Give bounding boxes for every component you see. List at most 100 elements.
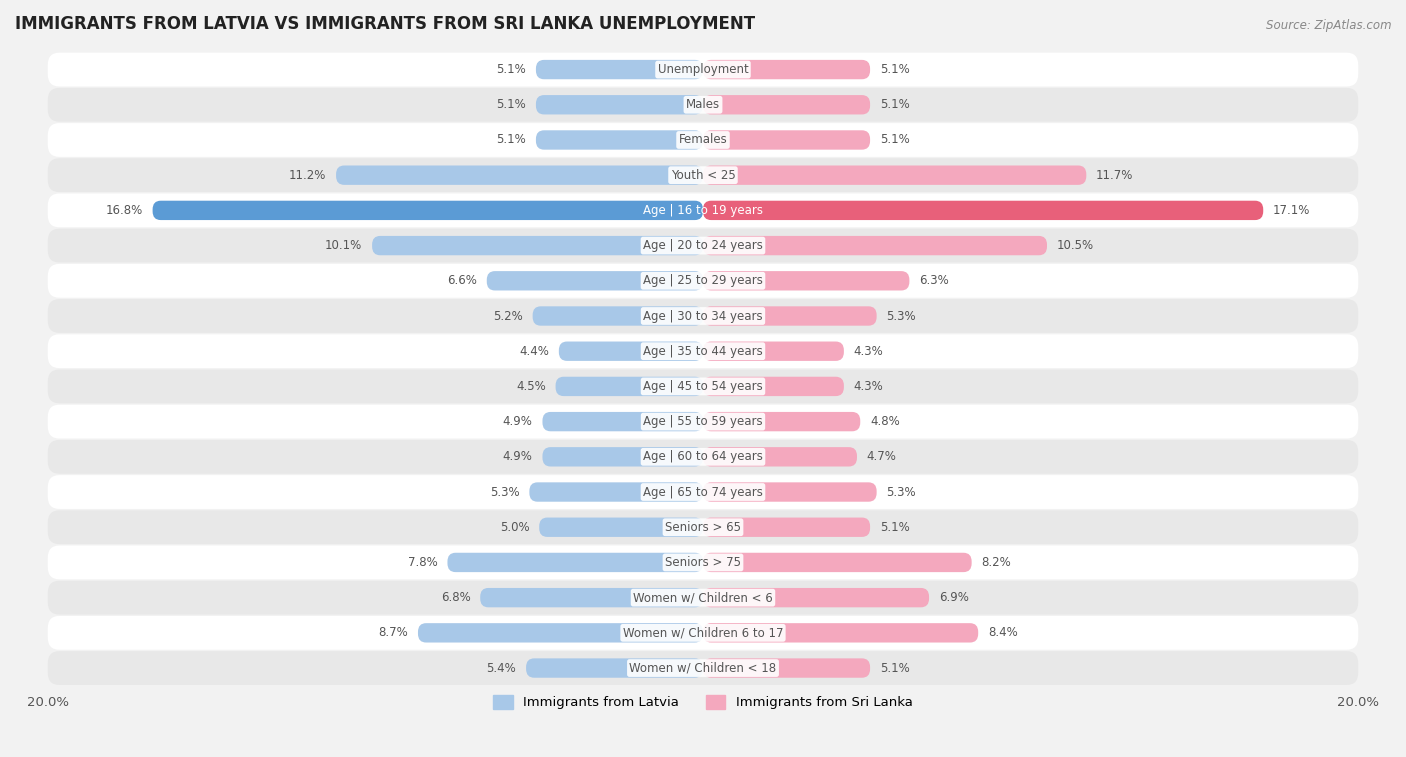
Text: Youth < 25: Youth < 25 bbox=[671, 169, 735, 182]
Text: 4.5%: 4.5% bbox=[516, 380, 546, 393]
FancyBboxPatch shape bbox=[48, 546, 1358, 579]
Text: 4.3%: 4.3% bbox=[853, 380, 883, 393]
FancyBboxPatch shape bbox=[481, 588, 703, 607]
Text: Age | 25 to 29 years: Age | 25 to 29 years bbox=[643, 274, 763, 288]
Text: 16.8%: 16.8% bbox=[105, 204, 143, 217]
Text: 4.9%: 4.9% bbox=[503, 415, 533, 428]
FancyBboxPatch shape bbox=[703, 95, 870, 114]
Text: 4.7%: 4.7% bbox=[868, 450, 897, 463]
Text: 6.9%: 6.9% bbox=[939, 591, 969, 604]
FancyBboxPatch shape bbox=[543, 412, 703, 431]
Text: 5.3%: 5.3% bbox=[489, 485, 520, 499]
Text: Age | 55 to 59 years: Age | 55 to 59 years bbox=[643, 415, 763, 428]
Text: 5.4%: 5.4% bbox=[486, 662, 516, 674]
Text: 6.3%: 6.3% bbox=[920, 274, 949, 288]
FancyBboxPatch shape bbox=[48, 53, 1358, 86]
Text: 5.3%: 5.3% bbox=[886, 310, 917, 322]
FancyBboxPatch shape bbox=[48, 405, 1358, 438]
Text: 8.7%: 8.7% bbox=[378, 626, 408, 640]
Text: 6.8%: 6.8% bbox=[440, 591, 471, 604]
Text: 17.1%: 17.1% bbox=[1272, 204, 1310, 217]
Text: Women w/ Children 6 to 17: Women w/ Children 6 to 17 bbox=[623, 626, 783, 640]
FancyBboxPatch shape bbox=[555, 377, 703, 396]
Text: 8.2%: 8.2% bbox=[981, 556, 1011, 569]
Text: 5.1%: 5.1% bbox=[880, 63, 910, 76]
FancyBboxPatch shape bbox=[703, 271, 910, 291]
Text: 5.1%: 5.1% bbox=[880, 521, 910, 534]
Text: 4.3%: 4.3% bbox=[853, 344, 883, 358]
Text: 4.4%: 4.4% bbox=[519, 344, 548, 358]
FancyBboxPatch shape bbox=[558, 341, 703, 361]
FancyBboxPatch shape bbox=[48, 88, 1358, 122]
Text: Age | 60 to 64 years: Age | 60 to 64 years bbox=[643, 450, 763, 463]
Text: 5.1%: 5.1% bbox=[880, 662, 910, 674]
FancyBboxPatch shape bbox=[703, 341, 844, 361]
Text: 5.1%: 5.1% bbox=[880, 133, 910, 146]
FancyBboxPatch shape bbox=[48, 158, 1358, 192]
FancyBboxPatch shape bbox=[48, 194, 1358, 227]
FancyBboxPatch shape bbox=[48, 475, 1358, 509]
Text: 5.1%: 5.1% bbox=[496, 133, 526, 146]
Text: Age | 35 to 44 years: Age | 35 to 44 years bbox=[643, 344, 763, 358]
Text: 4.8%: 4.8% bbox=[870, 415, 900, 428]
FancyBboxPatch shape bbox=[703, 623, 979, 643]
FancyBboxPatch shape bbox=[48, 123, 1358, 157]
FancyBboxPatch shape bbox=[48, 616, 1358, 650]
FancyBboxPatch shape bbox=[703, 553, 972, 572]
FancyBboxPatch shape bbox=[486, 271, 703, 291]
Text: Seniors > 75: Seniors > 75 bbox=[665, 556, 741, 569]
Text: Age | 65 to 74 years: Age | 65 to 74 years bbox=[643, 485, 763, 499]
FancyBboxPatch shape bbox=[543, 447, 703, 466]
Text: IMMIGRANTS FROM LATVIA VS IMMIGRANTS FROM SRI LANKA UNEMPLOYMENT: IMMIGRANTS FROM LATVIA VS IMMIGRANTS FRO… bbox=[15, 15, 755, 33]
Text: 4.9%: 4.9% bbox=[503, 450, 533, 463]
FancyBboxPatch shape bbox=[48, 510, 1358, 544]
FancyBboxPatch shape bbox=[373, 236, 703, 255]
Text: Women w/ Children < 6: Women w/ Children < 6 bbox=[633, 591, 773, 604]
FancyBboxPatch shape bbox=[703, 201, 1263, 220]
FancyBboxPatch shape bbox=[536, 60, 703, 79]
Text: 5.2%: 5.2% bbox=[494, 310, 523, 322]
FancyBboxPatch shape bbox=[703, 236, 1047, 255]
Text: 11.2%: 11.2% bbox=[288, 169, 326, 182]
FancyBboxPatch shape bbox=[526, 659, 703, 678]
FancyBboxPatch shape bbox=[48, 229, 1358, 263]
FancyBboxPatch shape bbox=[703, 659, 870, 678]
FancyBboxPatch shape bbox=[48, 264, 1358, 298]
FancyBboxPatch shape bbox=[530, 482, 703, 502]
Text: 10.5%: 10.5% bbox=[1057, 239, 1094, 252]
Text: 5.3%: 5.3% bbox=[886, 485, 917, 499]
Text: Unemployment: Unemployment bbox=[658, 63, 748, 76]
FancyBboxPatch shape bbox=[538, 518, 703, 537]
Text: Age | 30 to 34 years: Age | 30 to 34 years bbox=[643, 310, 763, 322]
FancyBboxPatch shape bbox=[336, 166, 703, 185]
FancyBboxPatch shape bbox=[533, 307, 703, 326]
FancyBboxPatch shape bbox=[48, 440, 1358, 474]
FancyBboxPatch shape bbox=[536, 95, 703, 114]
FancyBboxPatch shape bbox=[703, 377, 844, 396]
FancyBboxPatch shape bbox=[703, 447, 858, 466]
FancyBboxPatch shape bbox=[703, 412, 860, 431]
Text: 6.6%: 6.6% bbox=[447, 274, 477, 288]
FancyBboxPatch shape bbox=[536, 130, 703, 150]
FancyBboxPatch shape bbox=[48, 369, 1358, 403]
Text: 5.1%: 5.1% bbox=[496, 63, 526, 76]
FancyBboxPatch shape bbox=[48, 299, 1358, 333]
Text: Women w/ Children < 18: Women w/ Children < 18 bbox=[630, 662, 776, 674]
FancyBboxPatch shape bbox=[48, 335, 1358, 368]
Text: 5.1%: 5.1% bbox=[496, 98, 526, 111]
FancyBboxPatch shape bbox=[703, 307, 876, 326]
Text: 11.7%: 11.7% bbox=[1097, 169, 1133, 182]
Text: Age | 16 to 19 years: Age | 16 to 19 years bbox=[643, 204, 763, 217]
FancyBboxPatch shape bbox=[48, 581, 1358, 615]
FancyBboxPatch shape bbox=[418, 623, 703, 643]
Text: Age | 45 to 54 years: Age | 45 to 54 years bbox=[643, 380, 763, 393]
Text: 8.4%: 8.4% bbox=[988, 626, 1018, 640]
FancyBboxPatch shape bbox=[703, 482, 876, 502]
Text: 7.8%: 7.8% bbox=[408, 556, 437, 569]
FancyBboxPatch shape bbox=[153, 201, 703, 220]
Text: 5.0%: 5.0% bbox=[499, 521, 530, 534]
Text: Males: Males bbox=[686, 98, 720, 111]
Text: Seniors > 65: Seniors > 65 bbox=[665, 521, 741, 534]
Text: 10.1%: 10.1% bbox=[325, 239, 363, 252]
Text: Source: ZipAtlas.com: Source: ZipAtlas.com bbox=[1267, 19, 1392, 32]
